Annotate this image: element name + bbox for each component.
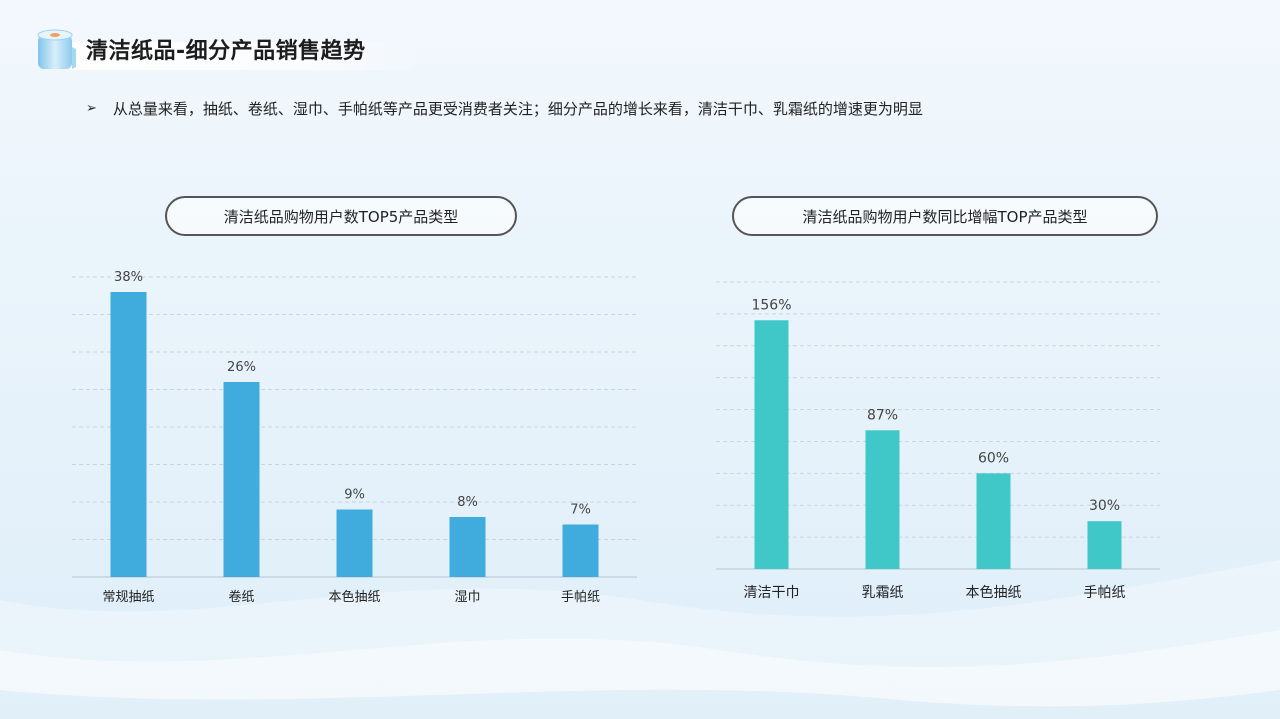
left-category-label: 手帕纸 — [561, 590, 600, 605]
right-bar — [754, 320, 789, 569]
title-highlight — [70, 42, 420, 70]
left-chart-title: 清洁纸品购物用户数TOP5产品类型 — [165, 196, 517, 236]
right-bar — [865, 430, 900, 569]
right-data-label: 60% — [978, 450, 1009, 466]
left-category-label: 卷纸 — [228, 589, 254, 605]
right-category-label: 本色抽纸 — [966, 584, 1022, 601]
right-category-label: 手帕纸 — [1084, 585, 1126, 601]
page-title: 清洁纸品-细分产品销售趋势 — [86, 39, 366, 64]
left-bar — [449, 517, 486, 577]
summary-text: 从总量来看，抽纸、卷纸、湿巾、手帕纸等产品更受消费者关注；细分产品的增长来看，清… — [112, 100, 923, 118]
left-category-label: 常规抽纸 — [102, 590, 154, 605]
right-bar — [1087, 521, 1122, 569]
tissue-roll-icon — [36, 27, 76, 73]
summary-bullet: ➢ 从总量来看，抽纸、卷纸、湿巾、手帕纸等产品更受消费者关注；细分产品的增长来看… — [86, 98, 923, 119]
right-data-label: 30% — [1089, 498, 1120, 514]
left-bar — [110, 292, 147, 577]
left-data-label: 8% — [457, 495, 478, 510]
right-data-label: 156% — [751, 297, 791, 313]
right-category-label: 乳霜纸 — [862, 585, 904, 601]
left-data-label: 9% — [344, 488, 365, 503]
left-category-label: 本色抽纸 — [328, 589, 380, 605]
left-data-label: 38% — [114, 270, 143, 285]
left-bar — [336, 509, 373, 577]
left-data-label: 7% — [570, 503, 591, 518]
left-bar — [223, 382, 260, 577]
left-bar-chart: 38% 常规抽纸 26% 卷纸 9% 本色抽纸 8% 湿巾 7% 手帕纸 — [72, 270, 637, 605]
right-data-label: 87% — [867, 407, 898, 423]
right-chart-title: 清洁纸品购物用户数同比增幅TOP产品类型 — [732, 196, 1158, 236]
left-category-label: 湿巾 — [454, 590, 480, 605]
right-category-label: 清洁干巾 — [744, 585, 800, 601]
right-bar — [976, 473, 1011, 569]
left-data-label: 26% — [227, 360, 256, 375]
left-bar — [562, 524, 599, 577]
arrow-bullet-icon: ➢ — [86, 101, 97, 116]
header — [36, 26, 76, 74]
right-bar-chart: 156% 清洁干巾 87% 乳霜纸 60% 本色抽纸 30% 手帕纸 — [716, 281, 1160, 601]
